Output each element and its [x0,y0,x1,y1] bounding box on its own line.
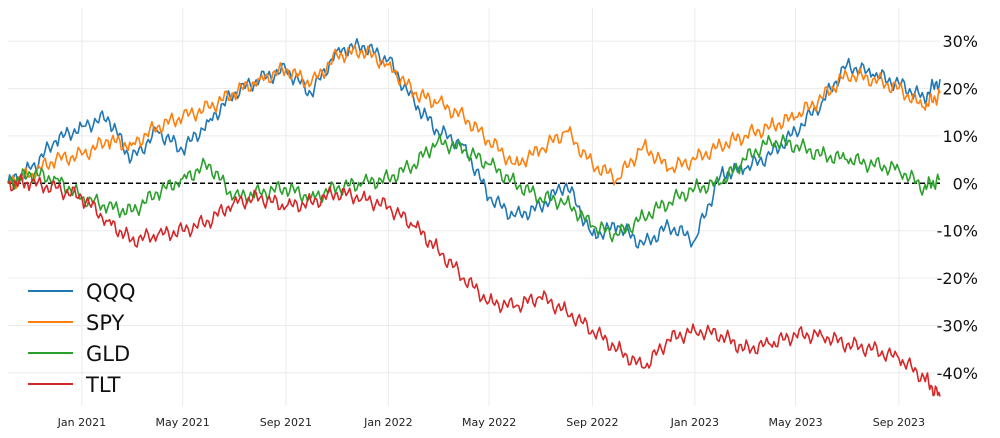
x-tick-label: Sep 2021 [260,416,312,429]
x-tick-label: Jan 2023 [670,416,719,429]
x-tick-label: Sep 2022 [566,416,618,429]
y-tick-label: -20% [937,269,978,288]
grid-lines [8,8,940,406]
legend-label-gld: GLD [86,342,130,366]
series-line-qqq [7,37,941,249]
x-tick-label: May 2023 [768,416,822,429]
x-tick-label: May 2022 [462,416,516,429]
series-lines [7,37,941,397]
series-line-tlt [7,173,941,397]
x-tick-label: Jan 2022 [363,416,412,429]
y-tick-label: -10% [937,222,978,241]
legend-label-spy: SPY [86,311,125,335]
x-tick-label: Sep 2023 [873,416,925,429]
x-tick-label: Jan 2021 [57,416,106,429]
legend-label-tlt: TLT [85,373,121,397]
y-tick-label: -40% [937,364,978,383]
y-tick-label: -30% [937,316,978,335]
legend-label-qqq: QQQ [86,280,136,304]
legend: QQQ SPY GLD TLT [28,280,136,397]
y-tick-label: 20% [942,80,978,99]
y-tick-label: 30% [942,32,978,51]
x-tick-label: May 2021 [156,416,210,429]
series-line-gld [7,133,941,243]
x-axis-tick-labels: Jan 2021 May 2021 Sep 2021 Jan 2022 May 2022… [57,416,925,429]
y-axis-tick-labels: 30% 20% 10% 0% -10% -20% -30% -40% [937,32,978,383]
y-tick-label: 0% [953,174,978,193]
y-tick-label: 10% [942,127,978,146]
series-line-spy [7,44,941,189]
